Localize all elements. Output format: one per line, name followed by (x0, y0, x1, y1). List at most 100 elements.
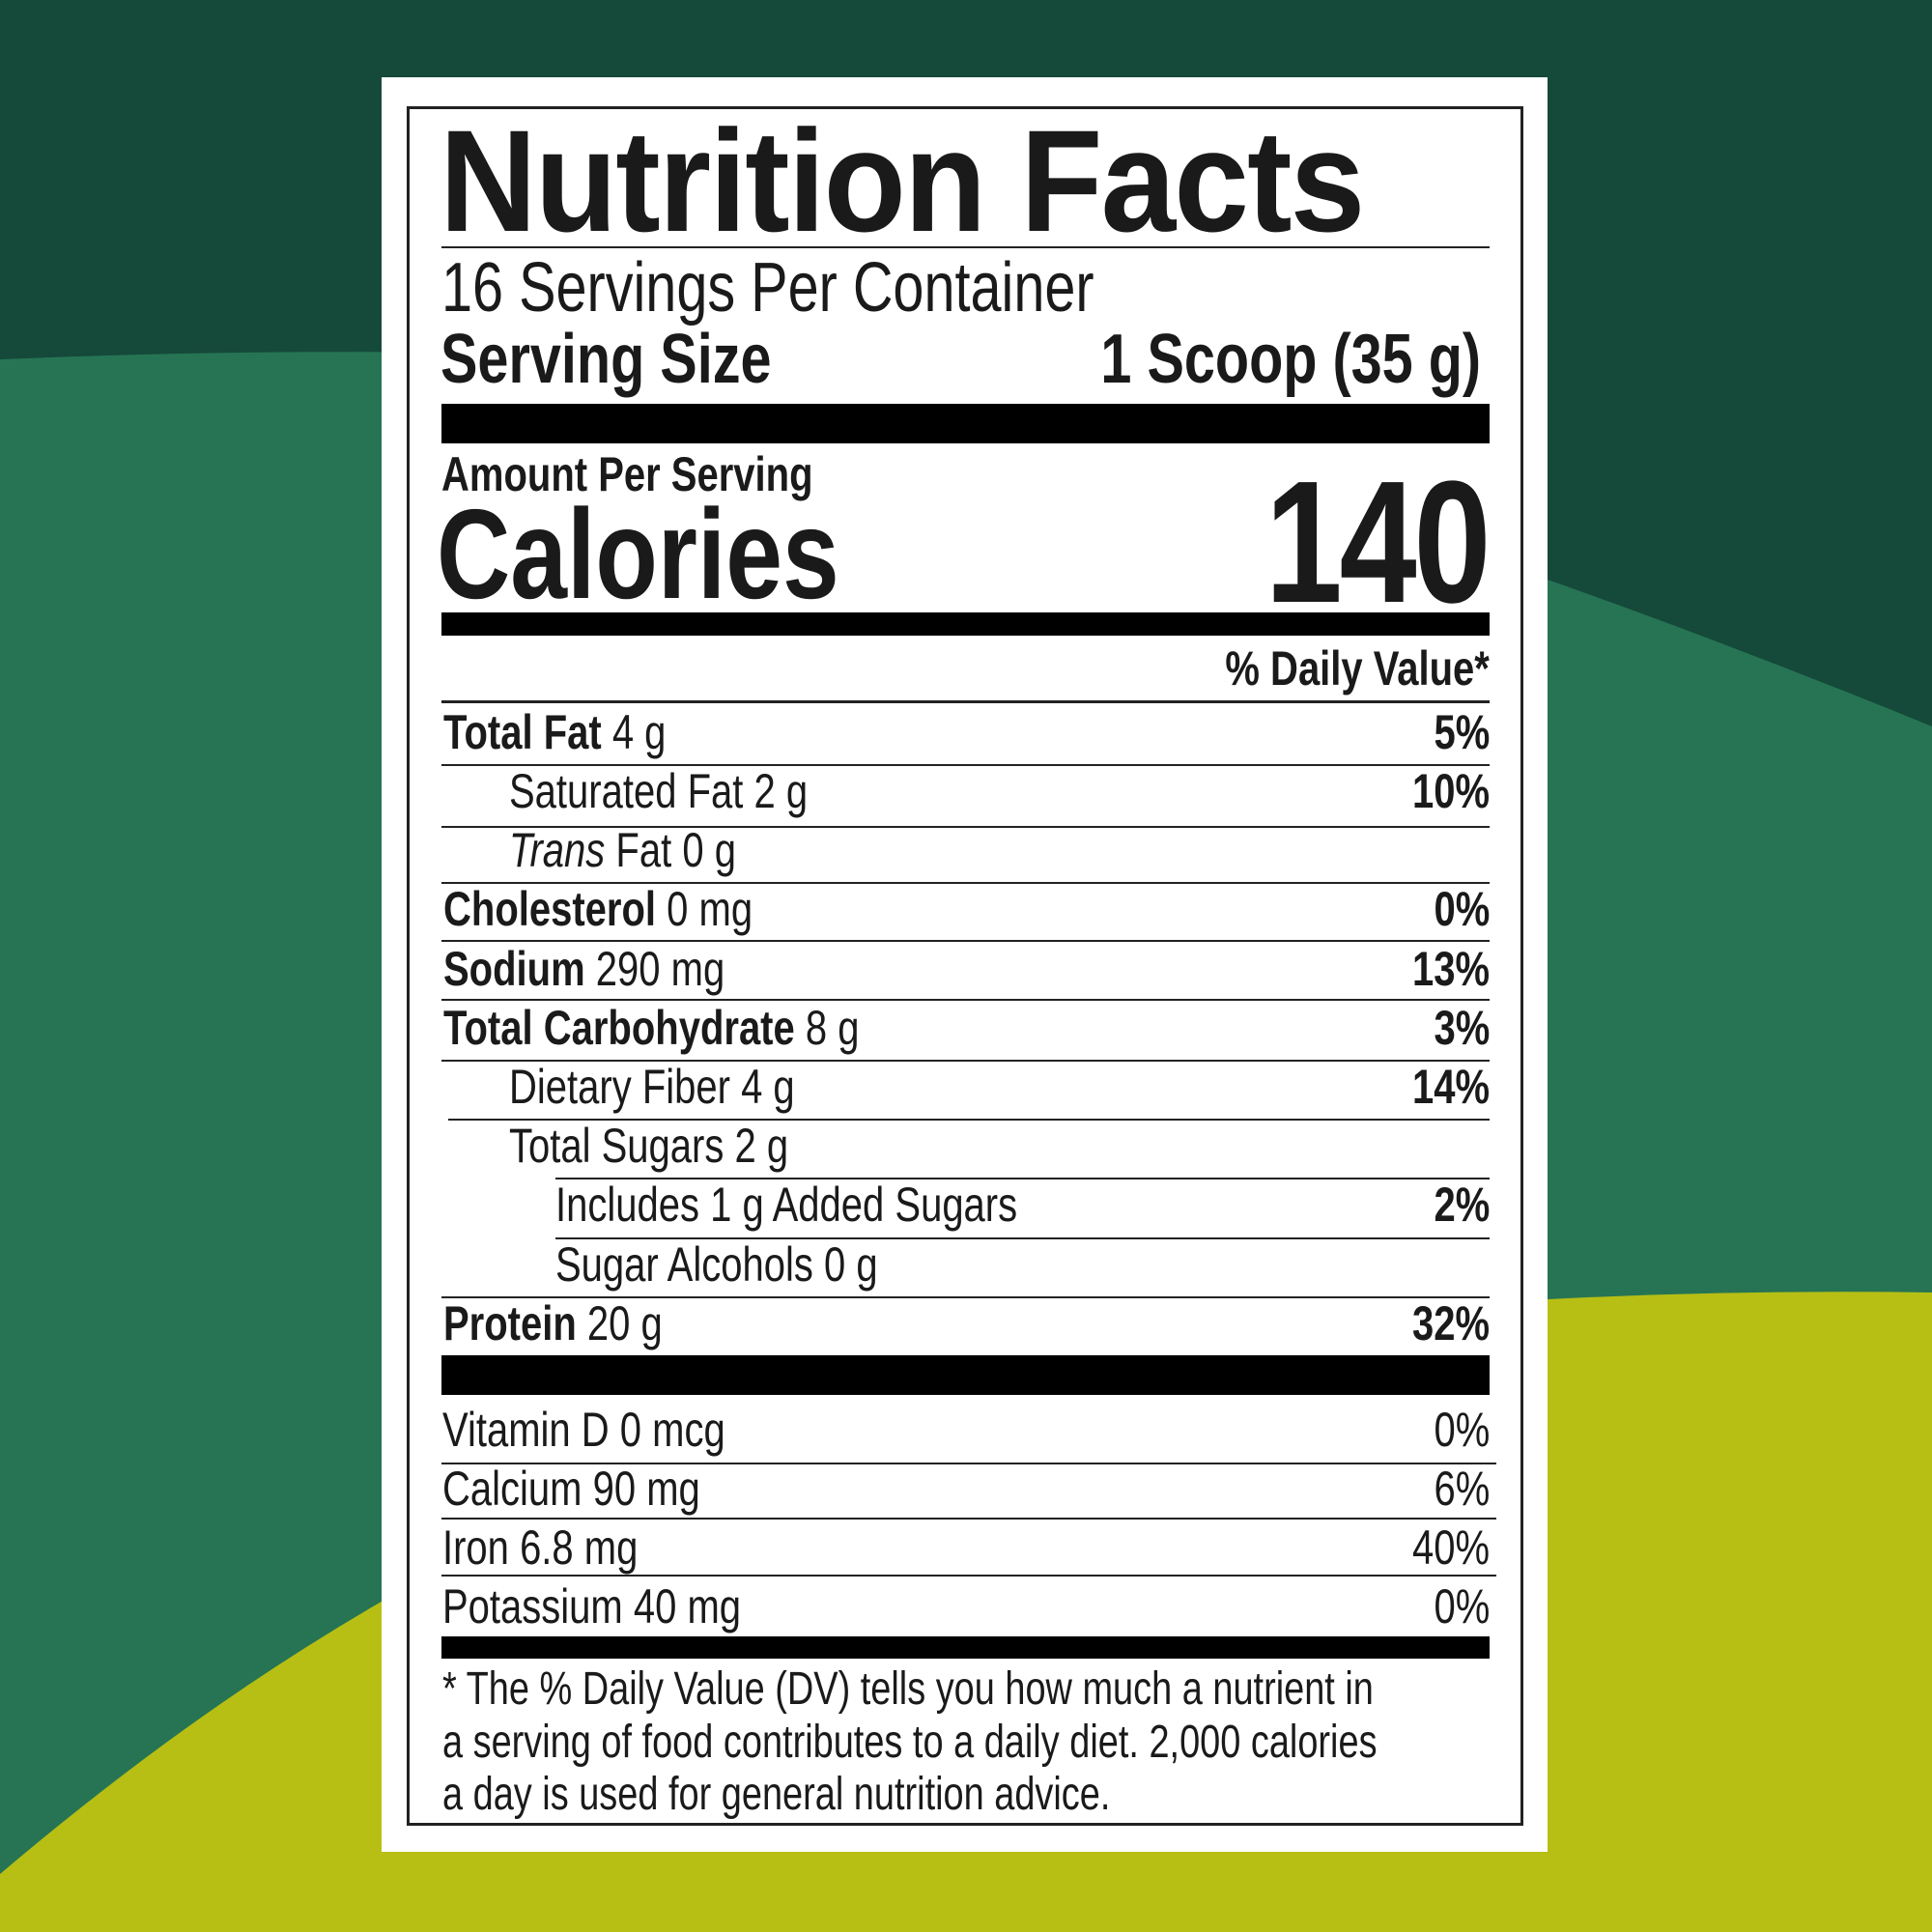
thick-divider-3 (441, 1355, 1490, 1395)
nutrient-label: Saturated Fat 2 g (509, 766, 808, 816)
micronutrient-amount: 40 mg (633, 1579, 742, 1634)
nutrient-label: Trans Fat 0 g (509, 825, 736, 875)
nutrient-dv-text: 14% (1411, 1060, 1490, 1114)
nutrient-row: Includes 1 g Added Sugars (555, 1179, 1133, 1230)
micronutrient-name: Iron (442, 1520, 509, 1575)
calories-label-text: Calories (437, 483, 839, 625)
footnote-text: a serving of food contributes to a daily… (442, 1717, 1378, 1768)
nutrient-dv-text: 0% (1434, 882, 1490, 936)
nutrient-name: Total Fat (443, 705, 602, 759)
micronutrient-daily-value: 0% (1420, 1581, 1490, 1632)
nutrient-name: Sodium (443, 942, 585, 996)
calories-value: 140 (1209, 445, 1491, 639)
micronutrient-name: Potassium (442, 1579, 623, 1634)
micronutrient-name: Vitamin D (442, 1403, 610, 1457)
amount-per-serving-text: Amount Per Serving (441, 447, 813, 501)
thick-divider-4 (441, 1636, 1490, 1659)
micronutrient-amount: 6.8 mg (520, 1520, 639, 1575)
nutrient-label: Protein 20 g (443, 1298, 663, 1349)
micronutrient-amount: 90 mg (592, 1462, 700, 1516)
row-divider (441, 1296, 1490, 1298)
nutrient-row: Protein 20 g (443, 1298, 717, 1349)
nutrient-name-italic: Trans (509, 823, 606, 877)
daily-value-rule (441, 700, 1490, 703)
serving-size-label: Serving Size (440, 325, 854, 394)
row-divider (555, 1178, 1490, 1179)
nutrition-label-border (407, 106, 1523, 1826)
nutrient-row: Total Fat 4 g (443, 707, 722, 757)
nutrient-amount: 4 g (741, 1060, 795, 1114)
footnote-line: * The % Daily Value (DV) tells you how m… (442, 1665, 1621, 1714)
nutrient-name: Includes 1 g Added Sugars (555, 1178, 1018, 1232)
row-divider (441, 1060, 1490, 1062)
servings-per-container: 16 Servings Per Container (441, 253, 1257, 323)
label-title: Nutrition Facts (440, 108, 1433, 253)
nutrient-dv-text: 10% (1411, 764, 1490, 818)
micronutrient-dv-text: 0% (1434, 1403, 1490, 1457)
nutrient-name: Cholesterol (443, 882, 657, 936)
nutrient-name: Total Carbohydrate (443, 1001, 795, 1055)
footnote-line: a day is used for general nutrition advi… (442, 1771, 1288, 1819)
nutrient-row: Sodium 290 mg (443, 944, 795, 994)
nutrient-daily-value: 5% (1420, 707, 1490, 757)
row-divider (441, 1463, 1496, 1464)
row-divider (441, 1575, 1496, 1577)
micronutrient-dv-text: 6% (1434, 1462, 1490, 1516)
row-divider (441, 764, 1490, 766)
nutrient-daily-value: 3% (1420, 1003, 1490, 1053)
nutrient-row: Total Carbohydrate 8 g (443, 1003, 963, 1053)
amount-per-serving: Amount Per Serving (441, 450, 906, 498)
footnote-text: * The % Daily Value (DV) tells you how m… (442, 1663, 1374, 1715)
title-rule (441, 246, 1490, 248)
nutrient-label: Includes 1 g Added Sugars (555, 1179, 1017, 1230)
nutrient-row: Sugar Alcohols 0 g (555, 1239, 958, 1290)
nutrient-amount: 20 g (586, 1296, 663, 1350)
nutrient-name: Protein (443, 1296, 577, 1350)
nutrient-label: Sodium 290 mg (443, 944, 724, 994)
micronutrient-label: Vitamin D 0 mcg (442, 1405, 725, 1455)
nutrient-amount: 2 g (753, 764, 809, 818)
serving-size-label-text: Serving Size (440, 321, 772, 398)
nutrient-row: Trans Fat 0 g (509, 825, 793, 875)
daily-value-header-text: % Daily Value* (1225, 641, 1490, 696)
nutrient-dv-text: 32% (1411, 1296, 1490, 1350)
nutrient-label: Cholesterol 0 mg (443, 884, 753, 934)
row-divider (441, 826, 1490, 828)
nutrient-daily-value: 32% (1393, 1298, 1490, 1349)
micronutrient-label: Potassium 40 mg (442, 1581, 741, 1632)
calories-value-text: 140 (1264, 445, 1491, 639)
nutrient-dv-text: 5% (1434, 705, 1490, 759)
nutrient-amount: 4 g (611, 705, 667, 759)
nutrient-name: Fat (615, 823, 672, 877)
nutrient-amount: 0 mg (667, 882, 753, 936)
micronutrient-name: Calcium (442, 1462, 582, 1516)
nutrient-name: Dietary Fiber (509, 1060, 730, 1114)
micronutrient-label: Calcium 90 mg (442, 1463, 700, 1514)
servings-text: 16 Servings Per Container (441, 249, 1094, 327)
row-divider (441, 999, 1490, 1001)
micronutrient-daily-value: 6% (1420, 1463, 1490, 1514)
nutrient-daily-value: 2% (1420, 1179, 1490, 1230)
nutrient-dv-text: 2% (1434, 1178, 1490, 1232)
nutrient-daily-value: 0% (1420, 884, 1490, 934)
nutrient-dv-text: 3% (1434, 1001, 1490, 1055)
micronutrient-label: Iron 6.8 mg (442, 1522, 638, 1573)
nutrient-daily-value: 13% (1393, 944, 1490, 994)
nutrient-label: Total Fat 4 g (443, 707, 666, 757)
nutrient-label: Total Carbohydrate 8 g (443, 1003, 859, 1053)
nutrient-row: Total Sugars 2 g (509, 1121, 858, 1171)
micronutrient-row: Vitamin D 0 mcg (442, 1405, 796, 1455)
nutrient-name: Sugar Alcohols (555, 1237, 813, 1292)
row-divider (448, 1119, 1490, 1121)
nutrient-row: Cholesterol 0 mg (443, 884, 830, 934)
micronutrient-row: Iron 6.8 mg (442, 1522, 687, 1573)
serving-size-value: 1 Scoop (35 g) (1006, 325, 1481, 394)
micronutrient-row: Calcium 90 mg (442, 1463, 764, 1514)
title-text: Nutrition Facts (440, 99, 1365, 262)
calories-label: Calories (437, 491, 940, 618)
nutrient-amount: 290 mg (595, 942, 725, 996)
nutrient-amount: 8 g (805, 1001, 860, 1055)
row-divider (555, 1237, 1490, 1239)
nutrient-amount: 0 g (823, 1237, 878, 1292)
nutrient-name: Total Sugars (509, 1119, 724, 1173)
